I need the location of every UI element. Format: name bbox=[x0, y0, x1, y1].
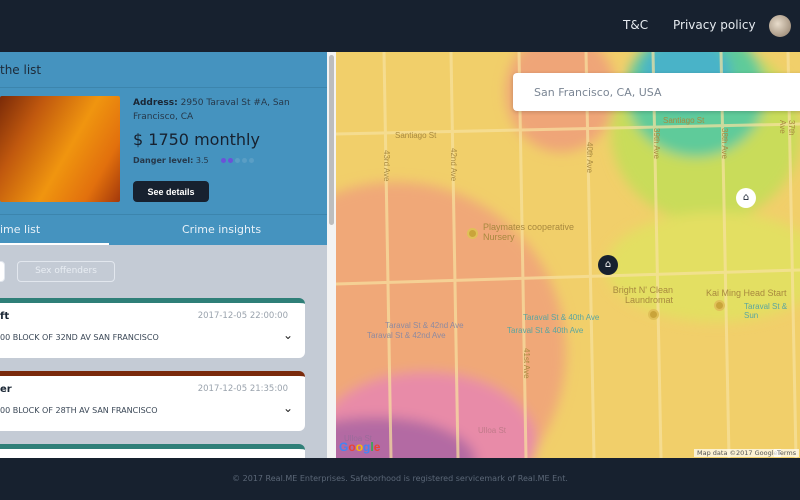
school-icon[interactable] bbox=[467, 228, 478, 239]
crime-item[interactable]: er 2017-12-05 21:35:00 00 BLOCK OF 28TH … bbox=[0, 371, 305, 431]
back-to-list-bar[interactable]: the list bbox=[0, 52, 327, 88]
listing-panel: the list Address: 2950 Taraval St #A, Sa… bbox=[0, 52, 327, 458]
privacy-policy-link[interactable]: Privacy policy bbox=[673, 18, 756, 32]
filter-sex-offenders[interactable]: Sex offenders bbox=[17, 261, 115, 282]
see-details-button[interactable]: See details bbox=[133, 181, 209, 202]
listing-card: Address: 2950 Taraval St #A, San Francis… bbox=[0, 88, 327, 215]
danger-level: Danger level: 3.5 bbox=[133, 156, 255, 165]
tab-crime-insights[interactable]: Crime insights bbox=[182, 223, 262, 236]
streets bbox=[336, 52, 800, 458]
laundromat-icon[interactable] bbox=[648, 309, 659, 320]
listing-photo[interactable] bbox=[0, 96, 120, 202]
map[interactable]: Santiago St Santiago St 43rd Ave 42nd Av… bbox=[336, 52, 800, 458]
scrollbar-thumb[interactable] bbox=[329, 55, 334, 225]
tab-crime-list[interactable]: ime list bbox=[0, 223, 41, 236]
footer: © 2017 Real.ME Enterprises. Safeborhood … bbox=[0, 458, 800, 500]
listing-address: Address: 2950 Taraval St #A, San Francis… bbox=[133, 98, 290, 122]
listing-price: $ 1750 monthly bbox=[133, 130, 260, 149]
home-marker-icon[interactable]: ⌂ bbox=[598, 255, 618, 275]
crime-item[interactable]: ft 2017-12-05 22:00:00 00 BLOCK OF 32ND … bbox=[0, 298, 305, 358]
map-attribution: Map data ©2017 Google bbox=[694, 449, 781, 457]
tab-bar: ime list Crime insights bbox=[0, 215, 327, 245]
heat-zone bbox=[336, 417, 476, 458]
google-logo: Google bbox=[339, 440, 381, 454]
back-to-list-label: the list bbox=[0, 63, 42, 77]
filter-button-crimes[interactable] bbox=[0, 261, 5, 282]
terms-of-use-link[interactable]: Terms bbox=[774, 449, 800, 457]
header: T&C Privacy policy bbox=[0, 0, 800, 52]
chevron-down-icon[interactable]: ⌄ bbox=[282, 328, 293, 342]
danger-dots bbox=[219, 156, 255, 165]
chevron-down-icon[interactable]: ⌄ bbox=[282, 401, 293, 415]
active-tab-indicator bbox=[0, 243, 109, 245]
terms-link[interactable]: T&C bbox=[623, 18, 649, 32]
crime-item[interactable] bbox=[0, 444, 305, 458]
scrollbar[interactable] bbox=[327, 52, 336, 458]
heat-zone bbox=[606, 212, 800, 322]
home-marker-icon[interactable]: ⌂ bbox=[736, 188, 756, 208]
avatar[interactable] bbox=[769, 15, 791, 37]
heatmap-layer bbox=[336, 52, 800, 458]
location-search-input[interactable] bbox=[513, 73, 800, 111]
school-icon[interactable] bbox=[714, 300, 725, 311]
